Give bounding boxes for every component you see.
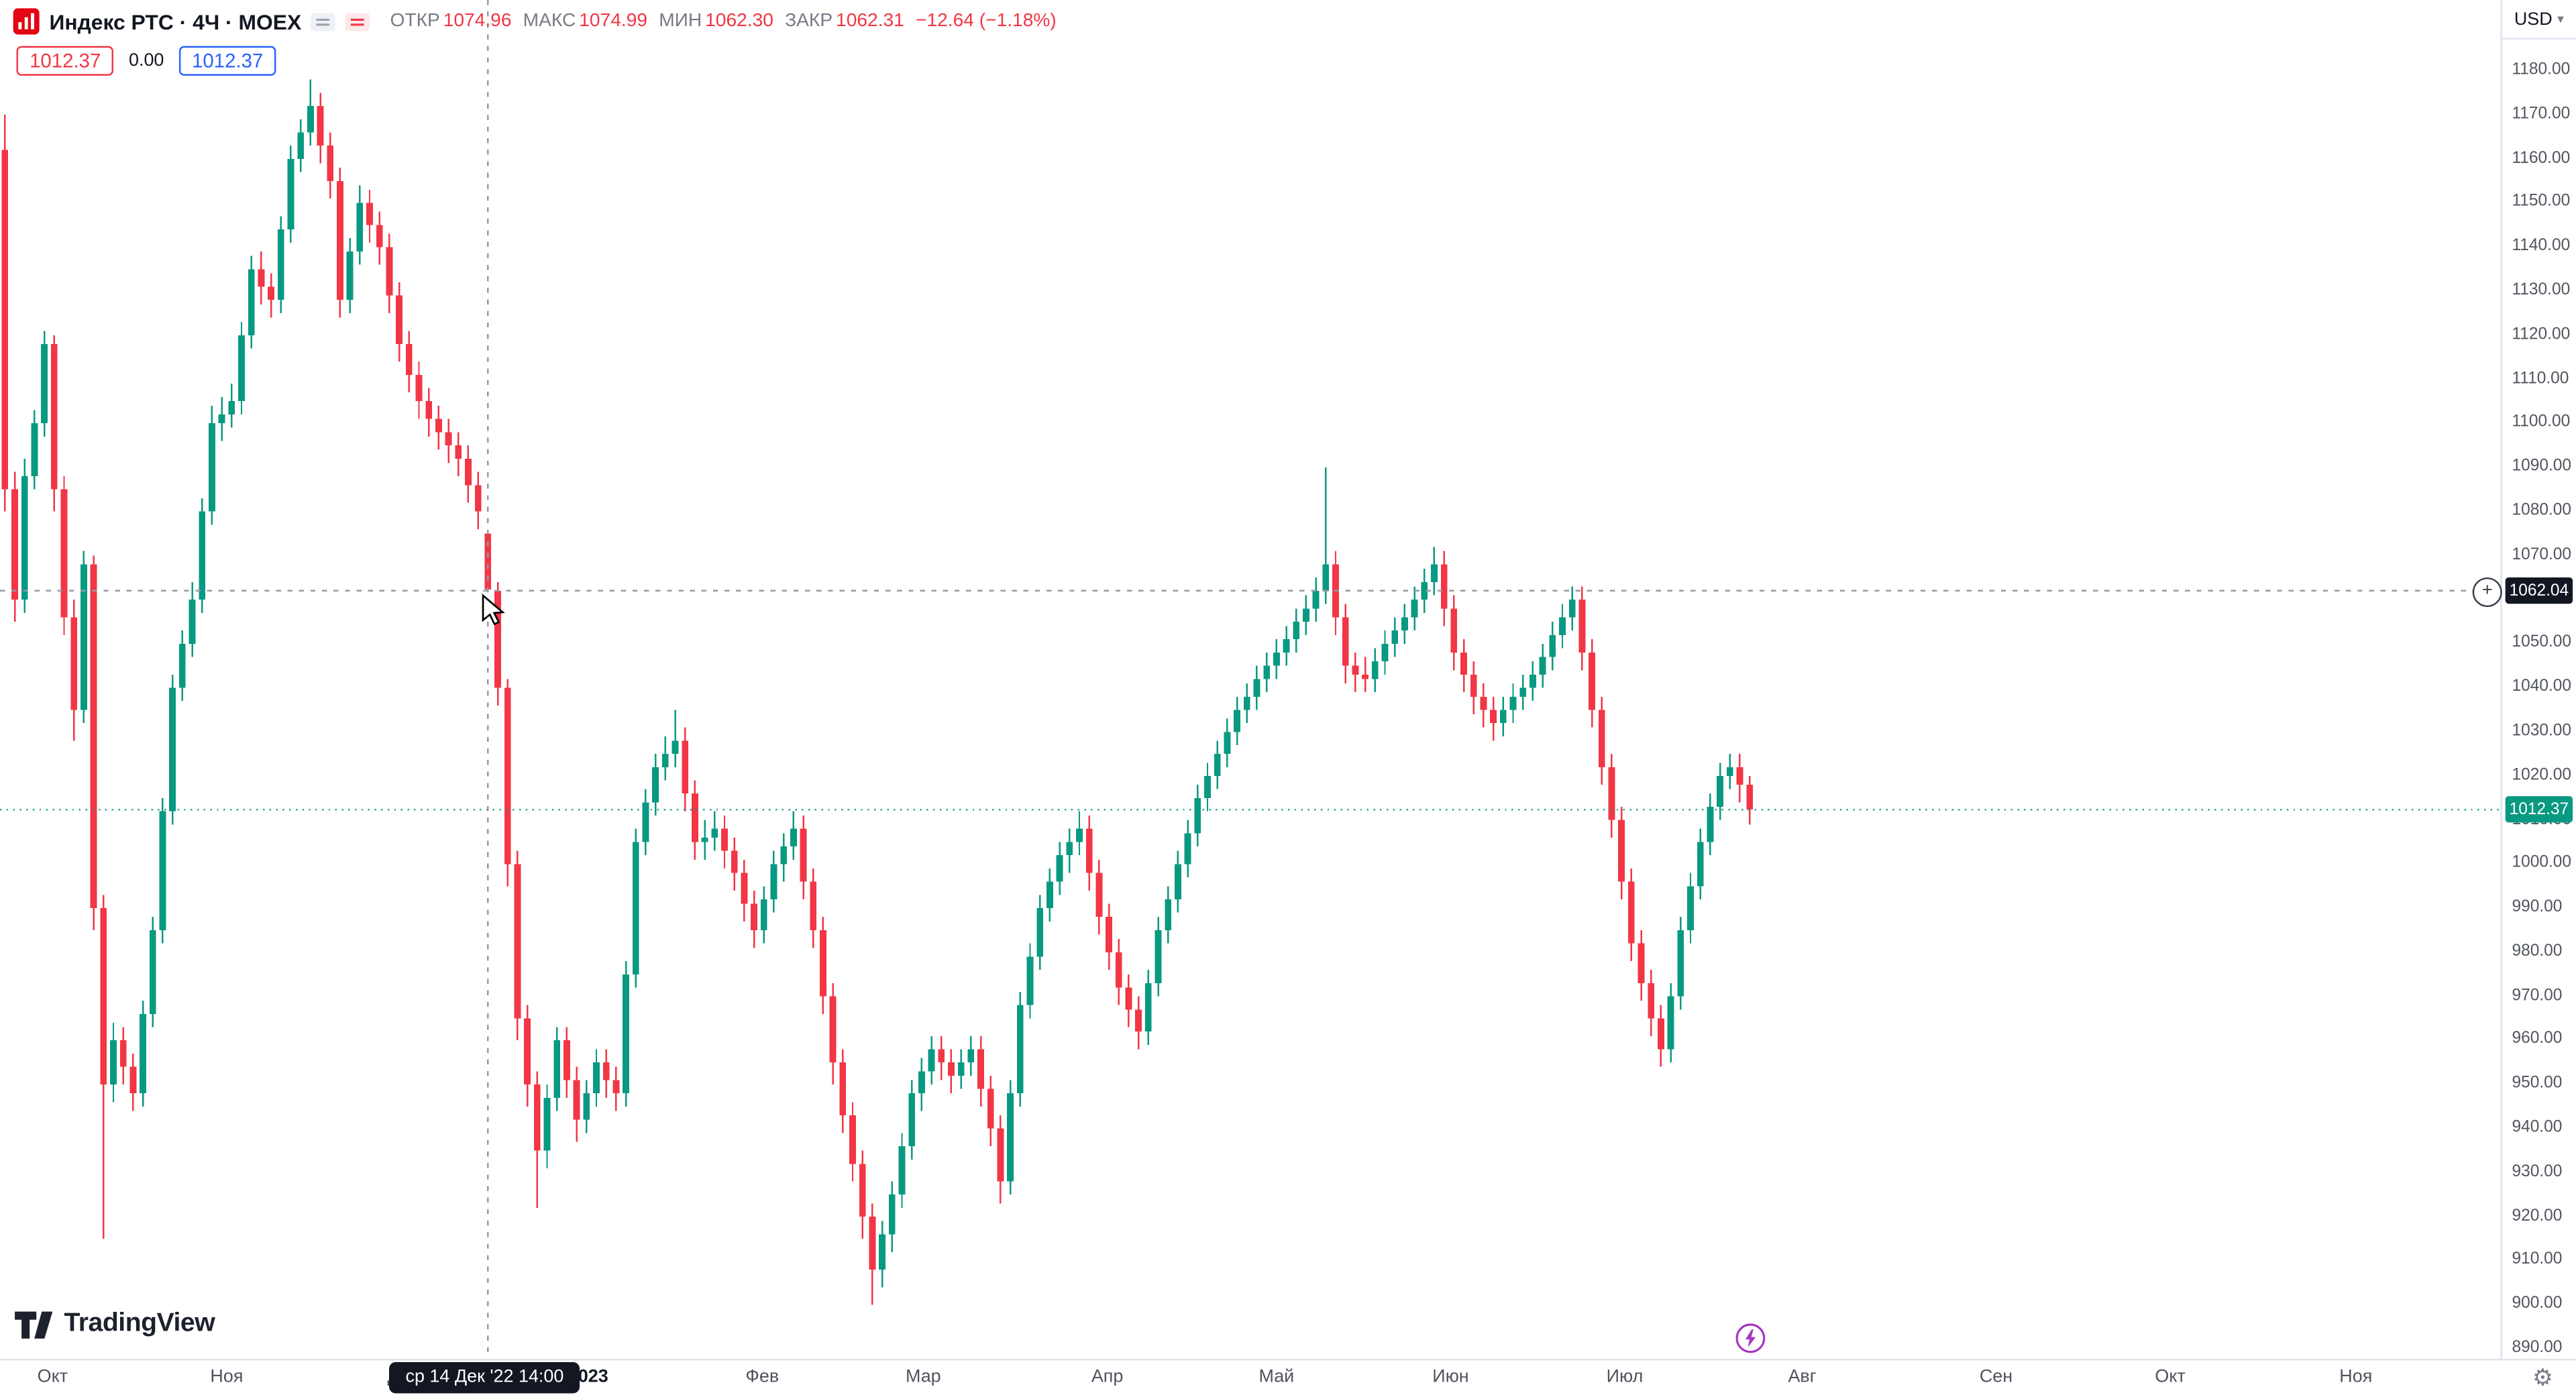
time-scale[interactable]: ОктНояДек2023ФевМарАпрМайИюнИюлАвгСенОкт…: [0, 1359, 2576, 1395]
legend-style-toggle-icon[interactable]: [345, 12, 371, 31]
price-tick: 930.00: [2512, 1162, 2563, 1181]
gear-icon[interactable]: ⚙: [2532, 1363, 2553, 1390]
crosshair-time-tooltip: ср 14 Дек '22 14:00: [389, 1361, 580, 1394]
lightning-icon[interactable]: [1735, 1323, 1766, 1354]
time-axis-label: Окт: [37, 1367, 68, 1387]
time-axis-label: Окт: [2155, 1367, 2186, 1387]
time-axis-label: Июн: [1432, 1367, 1469, 1387]
time-axis-label: Ноя: [2339, 1367, 2373, 1387]
close-value: 1062.31: [836, 11, 904, 32]
currency-label: USD: [2514, 9, 2553, 29]
chevron-down-icon: ▾: [2557, 10, 2564, 26]
trade-panel: 1012.37 0.00 1012.37: [16, 46, 276, 76]
price-tick: 1000.00: [2512, 854, 2572, 873]
price-tick: 990.00: [2512, 898, 2563, 917]
close-label: ЗАКР: [785, 11, 833, 32]
price-scale[interactable]: USD ▾ 890.00 900.00 910.00 920.00 930.00 940.…: [2500, 0, 2576, 1359]
price-tick: 1110.00: [2512, 369, 2569, 388]
tradingview-logo[interactable]: TradingView: [15, 1309, 215, 1339]
price-tick: 910.00: [2512, 1251, 2563, 1270]
price-tick: 920.00: [2512, 1207, 2563, 1225]
tradingview-logo-text: TradingView: [64, 1309, 215, 1338]
change-value: −12.64 (−1.18%): [916, 11, 1057, 32]
price-tick: 1130.00: [2512, 281, 2571, 300]
high-label: МАКС: [523, 11, 576, 32]
time-axis-label: Сен: [1979, 1367, 2013, 1387]
last-price-label: 1012.37: [2505, 796, 2573, 823]
high-value: 1074.99: [579, 11, 648, 32]
price-tick: 940.00: [2512, 1118, 2563, 1137]
mouse-cursor: [482, 594, 505, 626]
time-axis-label: Апр: [1091, 1367, 1124, 1387]
time-axis-label: Фев: [745, 1367, 780, 1387]
low-label: МИН: [659, 11, 702, 32]
price-tick: 1050.00: [2512, 634, 2572, 653]
time-axis-label: Июл: [1606, 1367, 1644, 1387]
tradingview-logo-icon: [15, 1310, 53, 1338]
price-tick: 1080.00: [2512, 501, 2572, 520]
price-tick: 1180.00: [2512, 60, 2571, 79]
price-tick: 970.00: [2512, 986, 2563, 1005]
time-axis-label: Май: [1258, 1367, 1295, 1387]
price-tick: 1030.00: [2512, 722, 2572, 740]
price-tick: 1090.00: [2512, 457, 2572, 476]
open-label: ОТКР: [390, 11, 440, 32]
price-tick: 1020.00: [2512, 766, 2572, 785]
buy-price-button[interactable]: 1012.37: [178, 46, 276, 76]
price-tick: 980.00: [2512, 942, 2563, 961]
symbol-logo-icon: [13, 8, 40, 35]
price-tick: 1100.00: [2512, 413, 2571, 432]
price-tick: 1070.00: [2512, 545, 2572, 564]
price-tick: 900.00: [2512, 1294, 2563, 1313]
sell-price-button[interactable]: 1012.37: [16, 46, 114, 76]
spread-value: 0.00: [128, 51, 164, 71]
low-value: 1062.30: [705, 11, 773, 32]
chart-legend: Индекс РТС · 4Ч · MOEX ОТКР 1074.96 МАКС…: [13, 8, 1057, 35]
chart-plot[interactable]: [0, 0, 2501, 1359]
price-tick: 1040.00: [2512, 677, 2572, 696]
time-axis-label: Ноя: [210, 1367, 244, 1387]
price-tick: 1160.00: [2512, 149, 2571, 168]
price-tick: 890.00: [2512, 1339, 2563, 1357]
open-value: 1074.96: [443, 11, 512, 32]
time-axis-label: Мар: [905, 1367, 941, 1387]
ohlc-readout: ОТКР 1074.96 МАКС 1074.99 МИН 1062.30 ЗА…: [390, 11, 1056, 31]
currency-selector[interactable]: USD ▾: [2502, 0, 2576, 40]
crosshair-price-label: 1062.04: [2505, 577, 2573, 604]
price-tick: 950.00: [2512, 1074, 2563, 1093]
symbol-title[interactable]: Индекс РТС · 4Ч · MOEX: [49, 9, 302, 34]
price-tick: 1170.00: [2512, 105, 2571, 123]
legend-visibility-toggle-icon[interactable]: [311, 12, 336, 31]
price-tick: 960.00: [2512, 1030, 2563, 1049]
price-tick: 1120.00: [2512, 325, 2571, 344]
price-tick: 1150.00: [2512, 192, 2571, 211]
add-alert-plus-icon[interactable]: +: [2472, 576, 2502, 607]
time-axis-label: Авг: [1788, 1367, 1817, 1387]
price-tick: 1140.00: [2512, 237, 2571, 256]
